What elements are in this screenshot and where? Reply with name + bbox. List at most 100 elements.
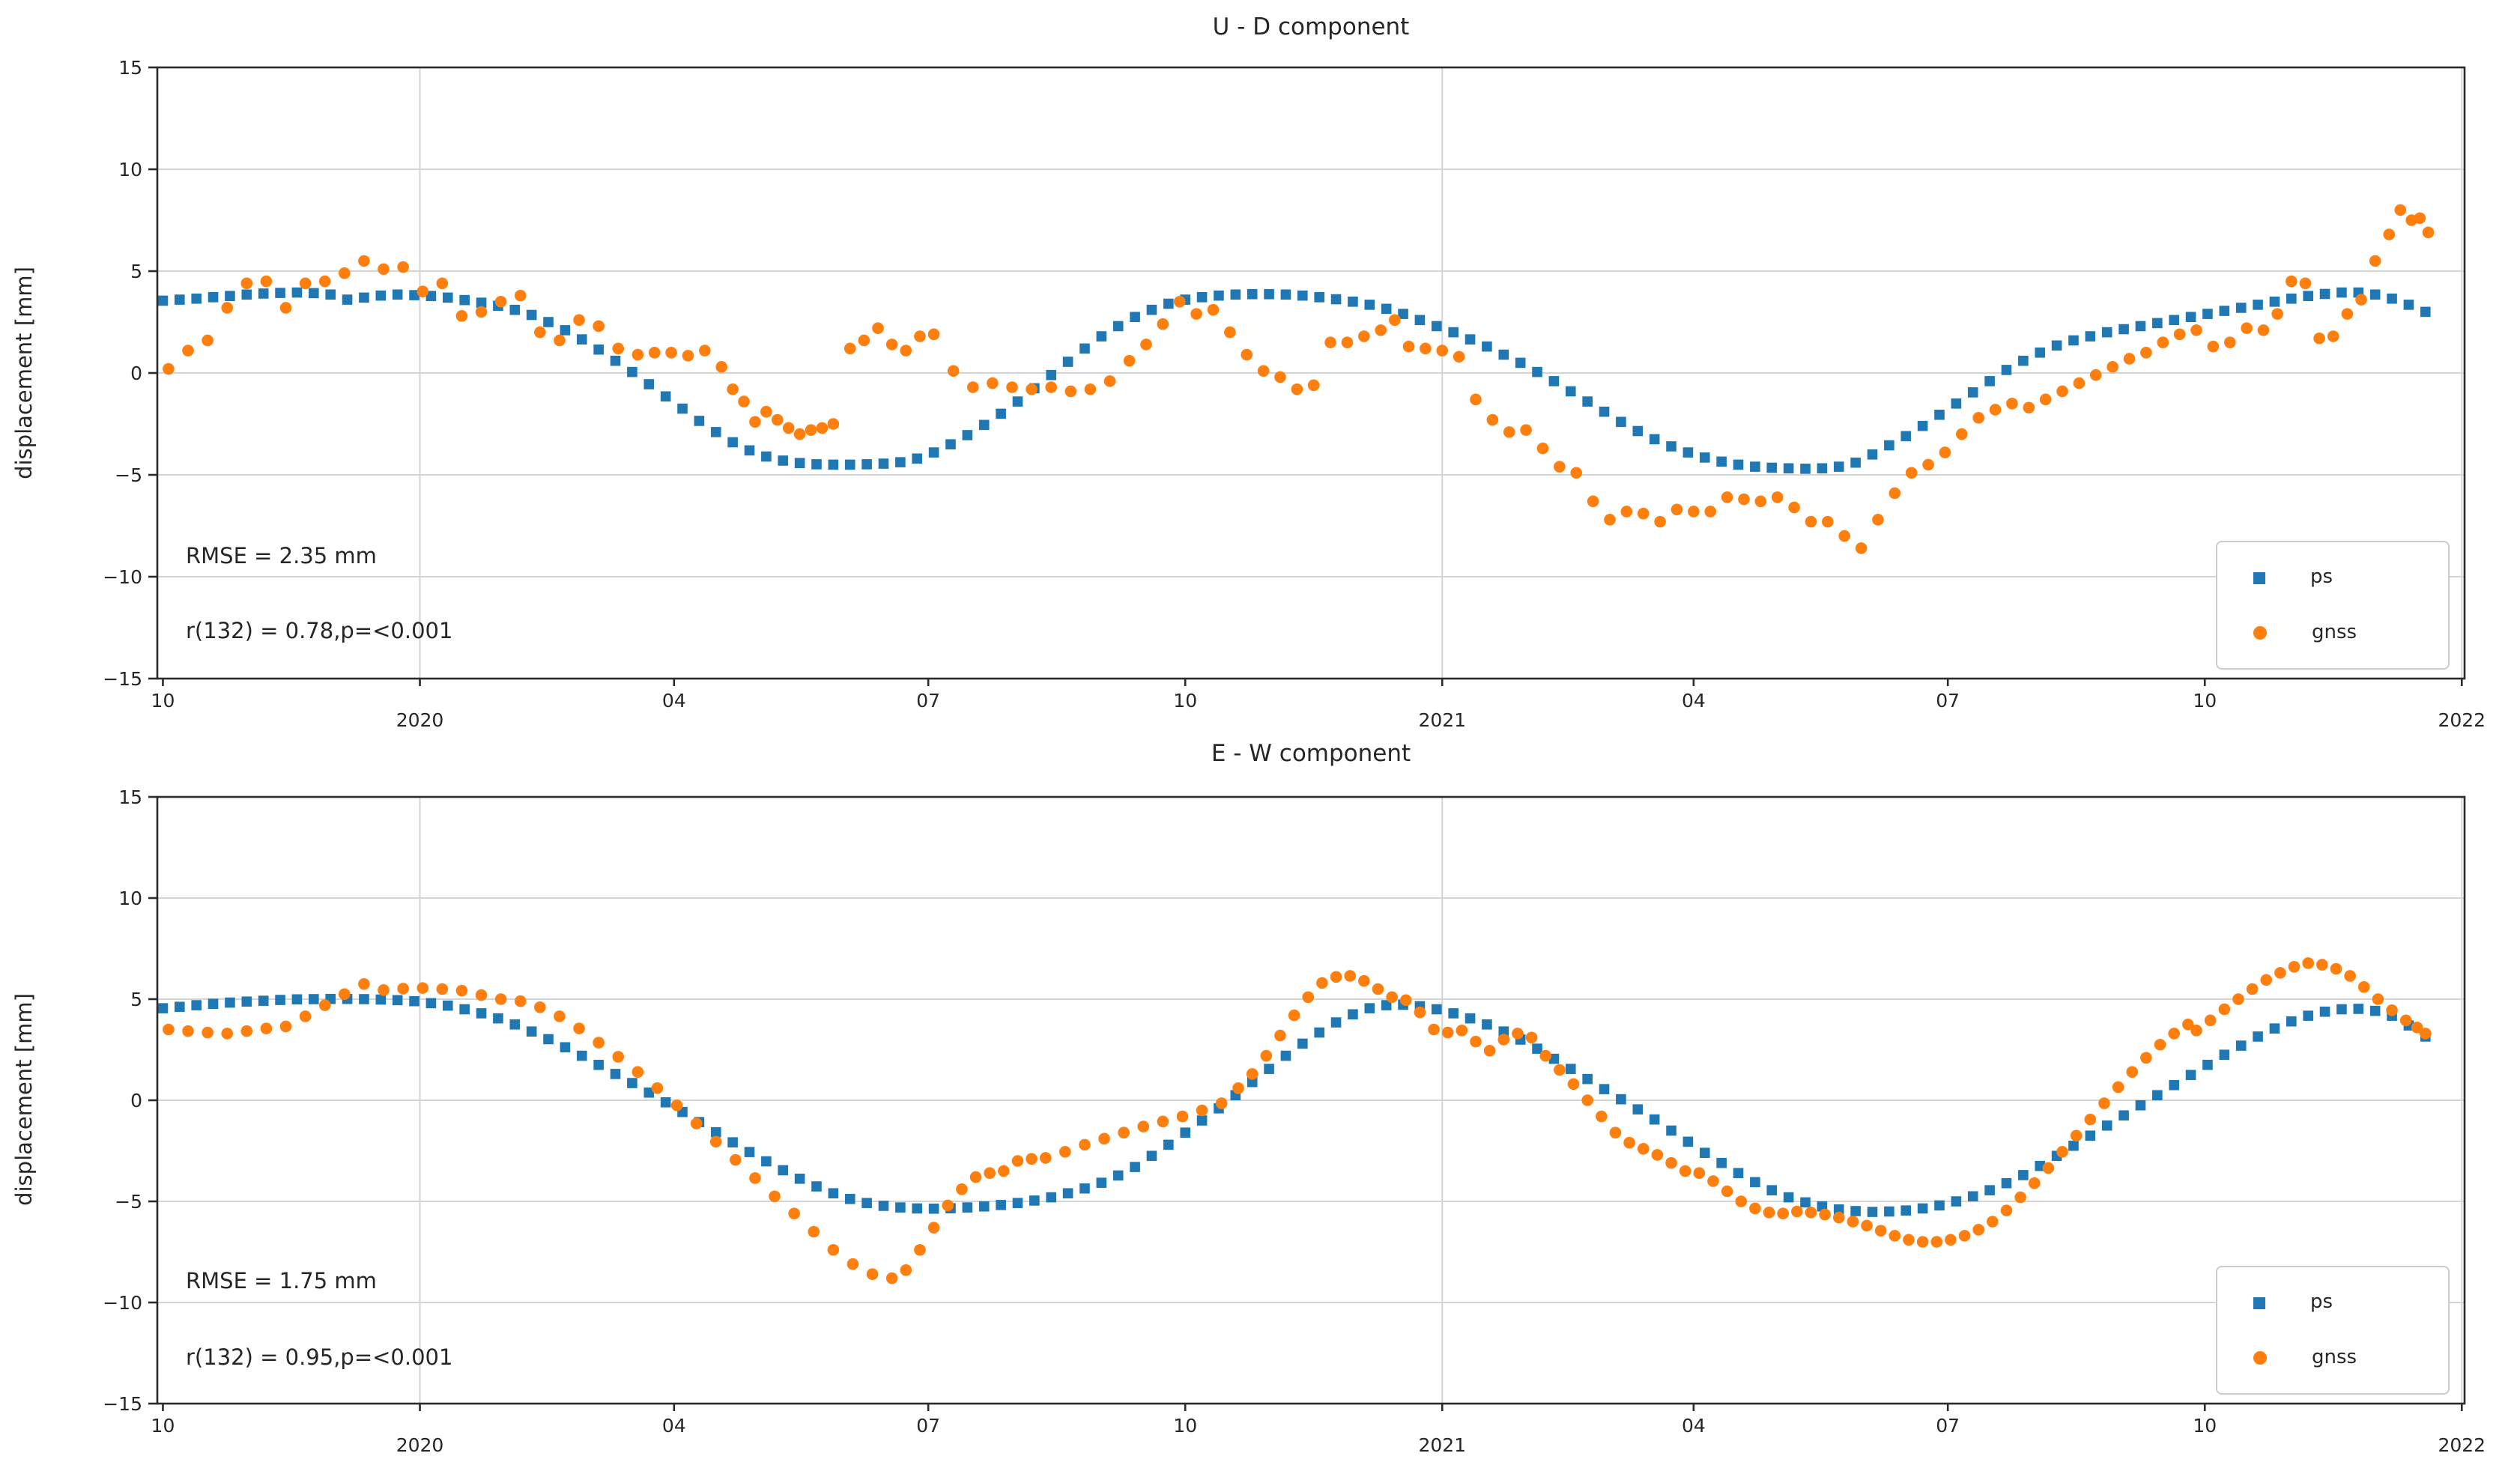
gnss-point	[163, 363, 175, 375]
ps-point	[442, 292, 453, 303]
gnss-point	[455, 984, 468, 997]
gnss-point	[1945, 1234, 1957, 1246]
ps-point	[2152, 1090, 2163, 1101]
gnss-point	[2341, 308, 2354, 320]
gnss-point	[2405, 214, 2417, 226]
ps-point	[1482, 341, 1492, 352]
x-tick-label: 10	[2193, 1415, 2217, 1437]
gnss-point	[1987, 1216, 1999, 1228]
ps-point	[1783, 1192, 1794, 1203]
ps-point	[2387, 293, 2397, 304]
gnss-point	[1679, 1165, 1691, 1177]
ps-point	[694, 416, 705, 426]
gnss-point	[1123, 354, 1136, 367]
gnss-point	[221, 302, 234, 314]
y-tick-label: 5	[130, 261, 142, 282]
ps-point	[1348, 1009, 1358, 1020]
gnss-point	[2000, 1204, 2013, 1216]
gnss-point	[378, 263, 390, 276]
gnss-point	[1554, 1064, 1566, 1076]
ps-point	[1431, 1004, 1442, 1015]
gnss-point	[651, 1082, 664, 1094]
x-tick-label: 04	[1682, 1415, 1706, 1437]
gnss-point	[2271, 308, 2283, 320]
gnss-point	[1157, 318, 1169, 330]
gnss-point	[1889, 1230, 1901, 1242]
gnss-point	[1972, 1224, 1984, 1236]
ps-point	[291, 287, 303, 298]
gnss-point	[1257, 365, 1270, 377]
gnss-point	[1330, 971, 1342, 983]
legend-item-gnss: gnss	[2217, 1330, 2448, 1386]
gnss-point	[1956, 428, 1968, 440]
x-axis: 10 2020 04 07 10 2021 04 07 10 2022	[151, 679, 2486, 731]
gnss-point	[1838, 530, 1851, 542]
ps-point	[1699, 452, 1710, 463]
gnss-point	[1246, 1068, 1259, 1080]
ps-point	[1112, 1170, 1124, 1181]
rmse-annotation: RMSE = 1.75 mm	[186, 1270, 377, 1294]
ps-point	[2269, 297, 2280, 307]
ps-point	[359, 994, 369, 1004]
ps-point	[878, 1201, 889, 1211]
ps-point	[1967, 1191, 1978, 1202]
gnss-point	[1637, 1143, 1650, 1155]
gnss-point	[1497, 1034, 1510, 1046]
ps-point	[2051, 340, 2062, 351]
ps-point	[1297, 290, 1308, 301]
ps-point	[761, 1156, 772, 1167]
ps-point	[996, 408, 1006, 419]
gnss-point	[1137, 1120, 1150, 1132]
ps-point	[844, 1193, 855, 1204]
ps-point	[2420, 1031, 2431, 1042]
gnss-point	[494, 993, 507, 1005]
gnss-point	[358, 977, 370, 990]
gnss-point	[730, 1153, 742, 1166]
ps-point	[576, 334, 587, 345]
gnss-point	[1215, 1097, 1228, 1109]
ps-point	[2035, 348, 2046, 358]
gnss-point	[2411, 1022, 2423, 1034]
ps-point	[1364, 1003, 1375, 1013]
ps-point	[425, 291, 437, 301]
ps-point	[425, 998, 437, 1009]
ps-point	[375, 290, 387, 301]
legend-label-gnss: gnss	[2312, 622, 2357, 644]
gnss-point	[279, 1020, 292, 1033]
gnss-point	[1470, 393, 1482, 406]
ps-point	[1398, 309, 1408, 319]
gnss-point	[1414, 1006, 1426, 1019]
gnss-point	[1428, 1023, 1440, 1036]
legend-label-gnss: gnss	[2312, 1347, 2357, 1369]
gnss-point	[1324, 336, 1336, 349]
y-axis: 15 10 5 0 −5 −10 −15	[103, 786, 157, 1415]
ps-point	[1917, 1203, 1928, 1214]
ps-point	[2085, 331, 2096, 342]
gnss-point	[1536, 442, 1549, 455]
ps-point	[962, 430, 973, 440]
gnss-point	[709, 1135, 722, 1148]
gnss-point	[2399, 1014, 2412, 1027]
ps-point	[778, 455, 789, 466]
gnss-point	[2023, 401, 2035, 414]
ps-point	[1515, 357, 1526, 369]
ps-point	[1699, 1147, 1710, 1158]
ps-point	[241, 996, 252, 1007]
gnss-point	[738, 395, 750, 407]
gnss-point	[299, 277, 312, 290]
ps-point	[1112, 321, 1124, 332]
ps-point	[1146, 1150, 1157, 1162]
ps-point	[962, 1202, 973, 1213]
ps-point	[2319, 1006, 2330, 1017]
ps-point	[1214, 290, 1224, 301]
ps-point	[677, 1106, 688, 1117]
ps-point	[342, 993, 353, 1004]
gnss-point	[2073, 377, 2086, 389]
gnss-point	[631, 348, 644, 361]
gnss-point	[2419, 1028, 2432, 1040]
gnss-point	[1905, 467, 1918, 479]
ps-point	[1146, 304, 1157, 315]
gnss-point	[1847, 1216, 1859, 1228]
ps-point	[794, 458, 805, 469]
ps-point	[1783, 463, 1794, 474]
